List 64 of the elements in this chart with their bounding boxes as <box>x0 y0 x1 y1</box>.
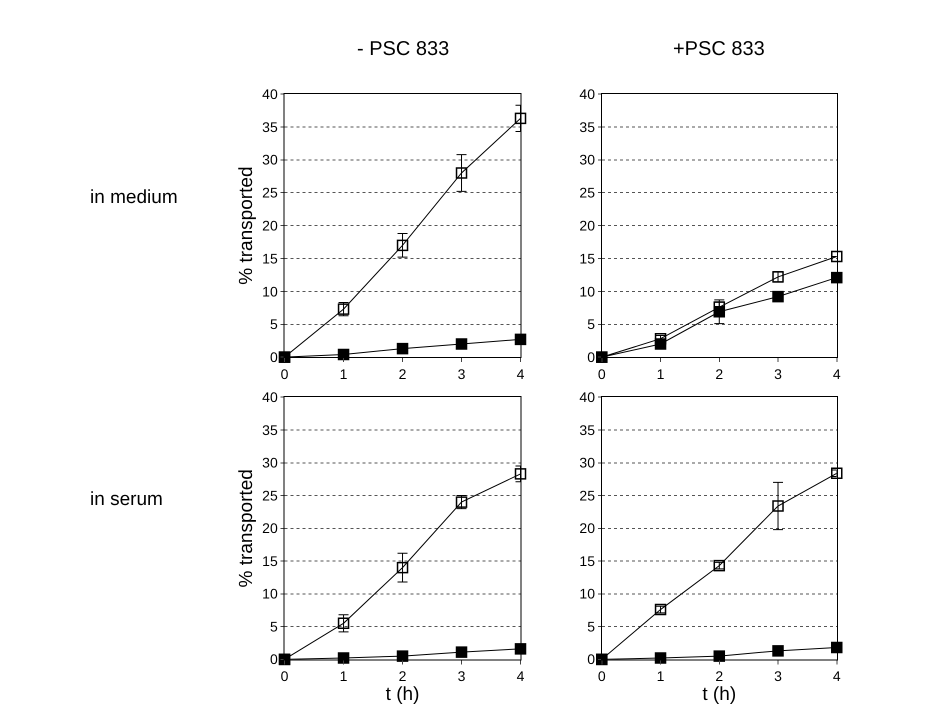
x-tick-label: 4 <box>832 366 841 382</box>
y-tick-label: 35 <box>262 422 278 438</box>
chart-title: - PSC 833 <box>357 38 450 60</box>
x-tick-label: 1 <box>656 366 665 382</box>
x-tick-label: 4 <box>516 668 525 684</box>
y-tick-label: 15 <box>579 250 596 266</box>
x-tick-label: 2 <box>715 366 724 382</box>
y-tick-label: 30 <box>262 152 278 168</box>
y-tick-label: 0 <box>587 651 596 668</box>
y-tick-label: 35 <box>262 118 278 135</box>
x-tick-label: 4 <box>832 668 841 684</box>
y-tick-label: 40 <box>579 86 596 102</box>
y-tick-label: 5 <box>587 618 596 634</box>
y-tick-label: 0 <box>270 651 278 668</box>
x-tick-label: 4 <box>516 366 525 382</box>
y-tick-label: 10 <box>262 586 278 602</box>
x-axis-title: t (h) <box>702 684 736 706</box>
y-tick-label: 10 <box>262 283 278 300</box>
x-tick-label: 2 <box>398 668 407 684</box>
y-tick-label: 20 <box>262 218 278 234</box>
x-tick-label: 3 <box>774 668 782 684</box>
y-tick-label: 10 <box>579 283 596 300</box>
y-tick-label: 25 <box>262 184 278 201</box>
y-tick-label: 30 <box>579 454 596 471</box>
y-tick-label: 25 <box>579 487 596 504</box>
x-tick-label: 3 <box>774 366 782 382</box>
x-tick-label: 1 <box>656 668 665 684</box>
x-axis-title: t (h) <box>386 684 420 706</box>
y-tick-label: 25 <box>579 184 596 201</box>
y-tick-label: 0 <box>587 349 596 366</box>
y-tick-label: 40 <box>262 86 278 102</box>
y-tick-label: 25 <box>262 487 278 504</box>
y-tick-label: 10 <box>579 586 596 602</box>
x-tick-label: 0 <box>598 366 606 382</box>
y-tick-label: 20 <box>579 218 596 234</box>
x-tick-label: 2 <box>715 668 724 684</box>
y-tick-label: 0 <box>270 349 278 366</box>
y-tick-label: 40 <box>262 389 278 406</box>
y-tick-label: 5 <box>270 618 278 634</box>
x-tick-label: 0 <box>280 366 289 382</box>
y-tick-label: 15 <box>579 552 596 569</box>
y-tick-label: 35 <box>579 118 596 135</box>
x-tick-label: 0 <box>598 668 606 684</box>
x-tick-label: 2 <box>398 366 407 382</box>
y-tick-label: 15 <box>262 250 278 266</box>
x-tick-label: 0 <box>280 668 289 684</box>
y-axis-title: % transported <box>236 469 258 588</box>
y-tick-label: 15 <box>262 552 278 569</box>
y-tick-label: 40 <box>579 389 596 406</box>
y-tick-label: 30 <box>262 454 278 471</box>
y-tick-label: 35 <box>579 422 596 438</box>
text: in medium <box>90 187 178 208</box>
y-tick-label: 5 <box>270 316 278 332</box>
chart-title: +PSC 833 <box>673 38 765 60</box>
y-tick-label: 20 <box>579 520 596 536</box>
y-tick-label: 30 <box>579 152 596 168</box>
x-tick-label: 3 <box>458 668 466 684</box>
y-tick-label: 5 <box>587 316 596 332</box>
y-axis-title: % transported <box>236 166 258 285</box>
x-tick-label: 1 <box>340 668 348 684</box>
x-tick-label: 3 <box>458 366 466 382</box>
y-tick-label: 20 <box>262 520 278 536</box>
text: in serum <box>90 489 163 510</box>
x-tick-label: 1 <box>340 366 348 382</box>
